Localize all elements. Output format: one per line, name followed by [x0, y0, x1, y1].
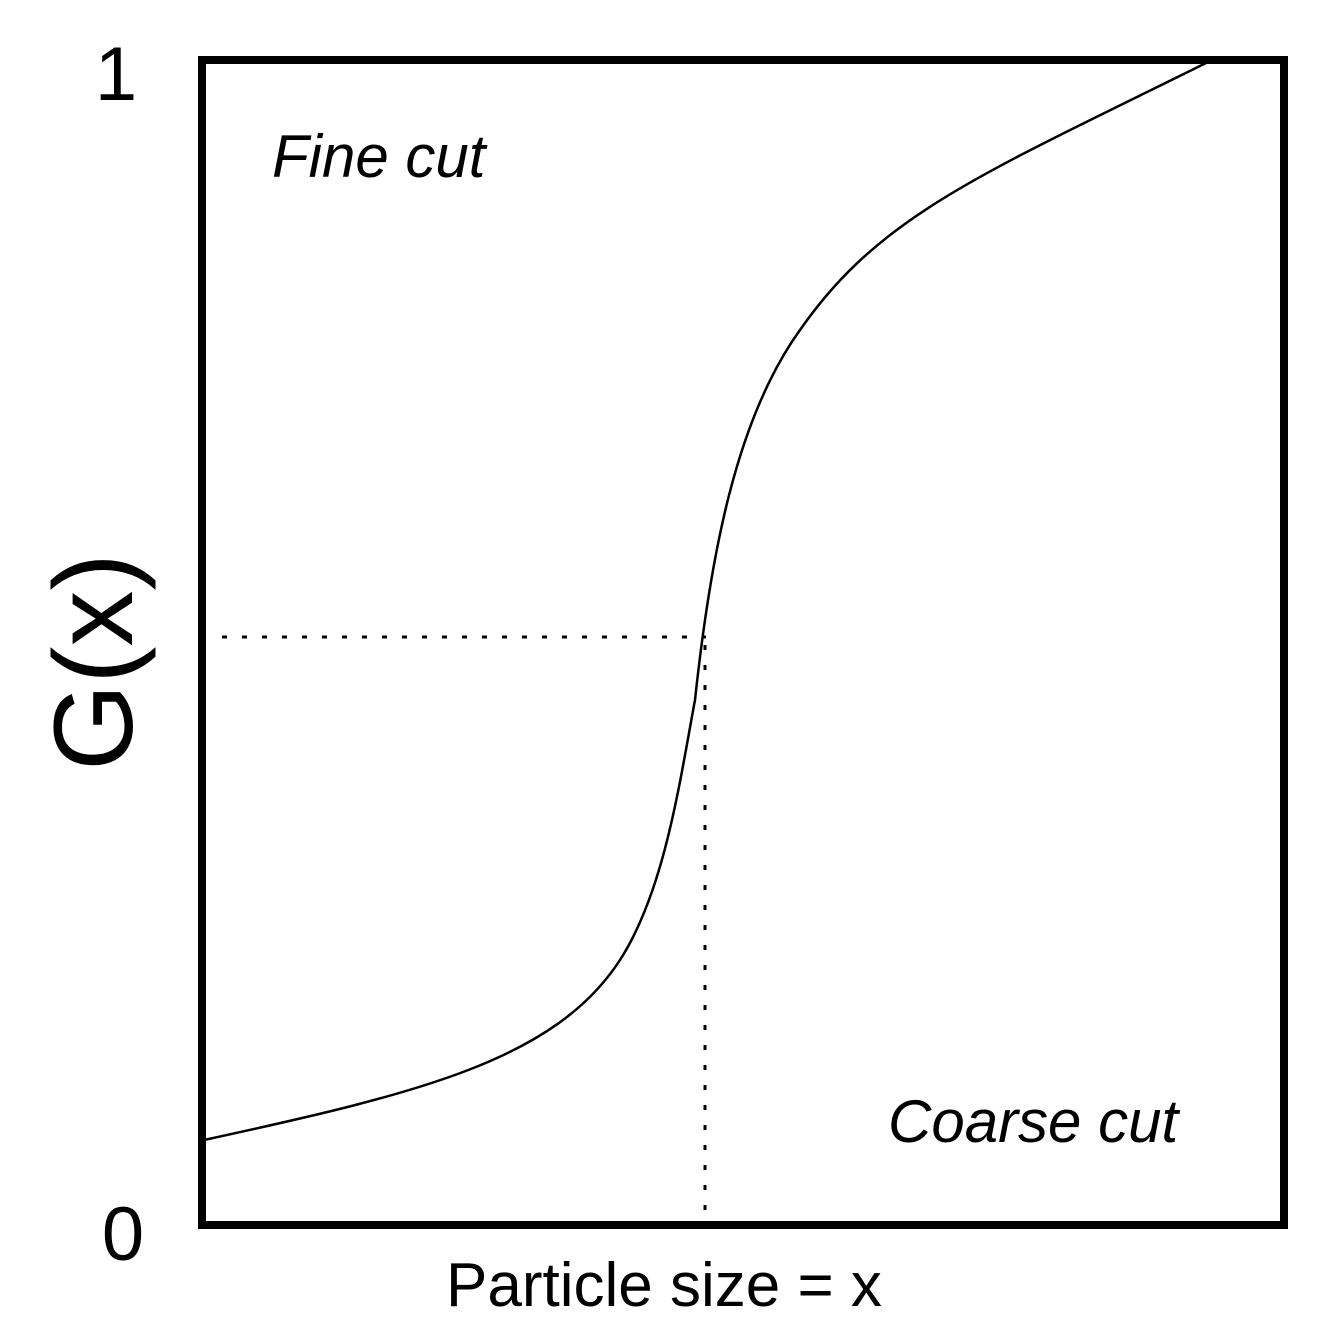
- x-axis-title: Particle size = x: [446, 1251, 882, 1320]
- y-axis-title: G(x): [31, 553, 156, 771]
- plot-frame: [202, 60, 1284, 1225]
- y-tick-top: 1: [95, 32, 137, 117]
- coarse-cut-annotation: Coarse cut: [888, 1088, 1180, 1155]
- y-tick-bottom: 0: [102, 1192, 144, 1277]
- grade-efficiency-curve: [204, 62, 1208, 1140]
- fine-cut-annotation: Fine cut: [272, 123, 488, 190]
